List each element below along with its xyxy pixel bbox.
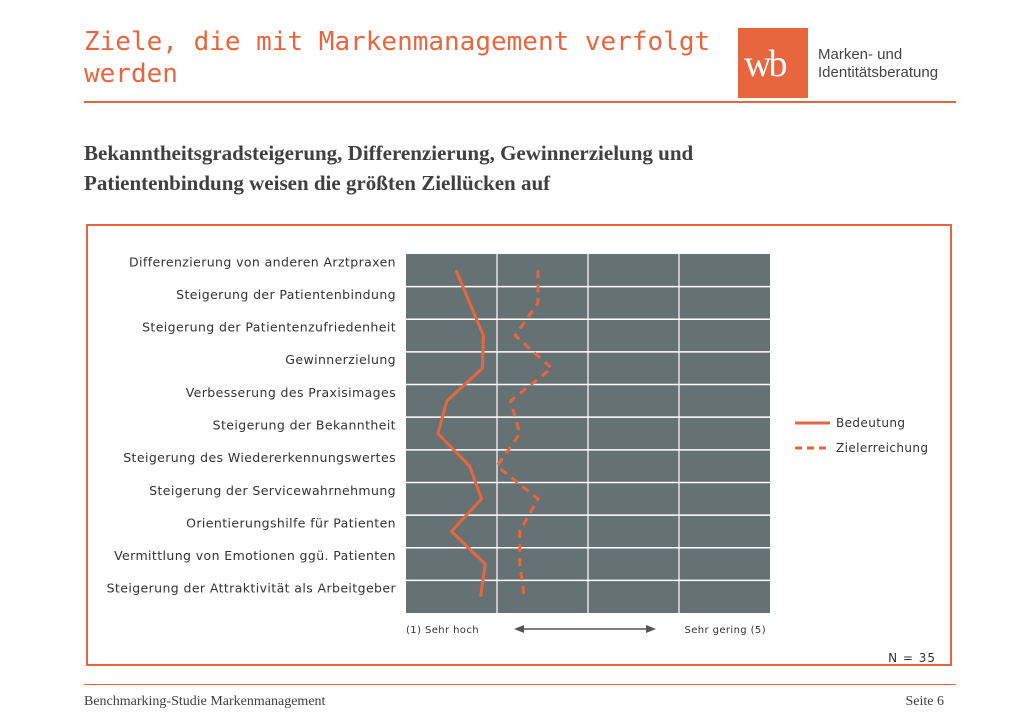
slide-title-line2: werden (84, 59, 178, 89)
footer-divider (84, 684, 956, 685)
legend-label-zielerreichung: Zielerreichung (836, 441, 928, 455)
company-logo: wb Marken- und Identitätsberatung (738, 28, 958, 98)
series-line-zielerreichung (495, 270, 554, 597)
title-divider (84, 101, 956, 103)
page-number: Seite 6 (905, 694, 945, 709)
category-label: Steigerung der Patientenzufriedenheit (142, 320, 396, 335)
subtitle-line1: Bekanntheitsgradsteigerung, Differenzier… (84, 141, 694, 165)
sample-size-label: N = 35 (888, 651, 936, 665)
category-label: Differenzierung von anderen Arztpraxen (129, 254, 396, 269)
category-label: Steigerung der Patientenbindung (176, 287, 396, 302)
category-label: Vermittlung von Emotionen ggü. Patienten (114, 548, 396, 563)
chart-panel (86, 224, 952, 666)
footer-source: Benchmarking-Studie Markenmanagement (84, 694, 326, 709)
logo-mark: wb (744, 43, 787, 85)
category-label: Gewinnerzielung (285, 352, 396, 367)
slide-subtitle: Bekanntheitsgradsteigerung, Differenzier… (84, 138, 904, 198)
logo-text-line1: Marken- und (818, 46, 903, 63)
category-label: Steigerung der Attraktivität als Arbeitg… (107, 581, 397, 596)
arrow-head-right (646, 625, 656, 633)
category-label: Orientierungshilfe für Patienten (186, 515, 396, 530)
subtitle-line2: Patientenbindung weisen die größten Ziel… (84, 171, 551, 195)
x-axis-min-label: (1) Sehr hoch (406, 625, 479, 636)
category-label: Steigerung des Wiedererkennungswertes (123, 450, 396, 465)
category-label: Steigerung der Bekanntheit (213, 418, 396, 433)
logo-text: Marken- und Identitätsberatung (818, 46, 938, 82)
slide-title: Ziele, die mit Markenmanagement verfolgt… (84, 26, 744, 90)
arrow-head-left (514, 625, 524, 633)
legend-label-bedeutung: Bedeutung (836, 416, 905, 430)
x-axis-max-label: Sehr gering (5) (684, 625, 766, 636)
category-label: Steigerung der Servicewahrnehmung (149, 483, 396, 498)
series-line-bedeutung (436, 269, 487, 597)
logo-text-line2: Identitätsberatung (818, 64, 939, 81)
category-label: Verbesserung des Praxisimages (186, 385, 396, 400)
slide-title-line1: Ziele, die mit Markenmanagement verfolgt (84, 27, 711, 57)
logo-mark-box: wb (738, 28, 808, 98)
